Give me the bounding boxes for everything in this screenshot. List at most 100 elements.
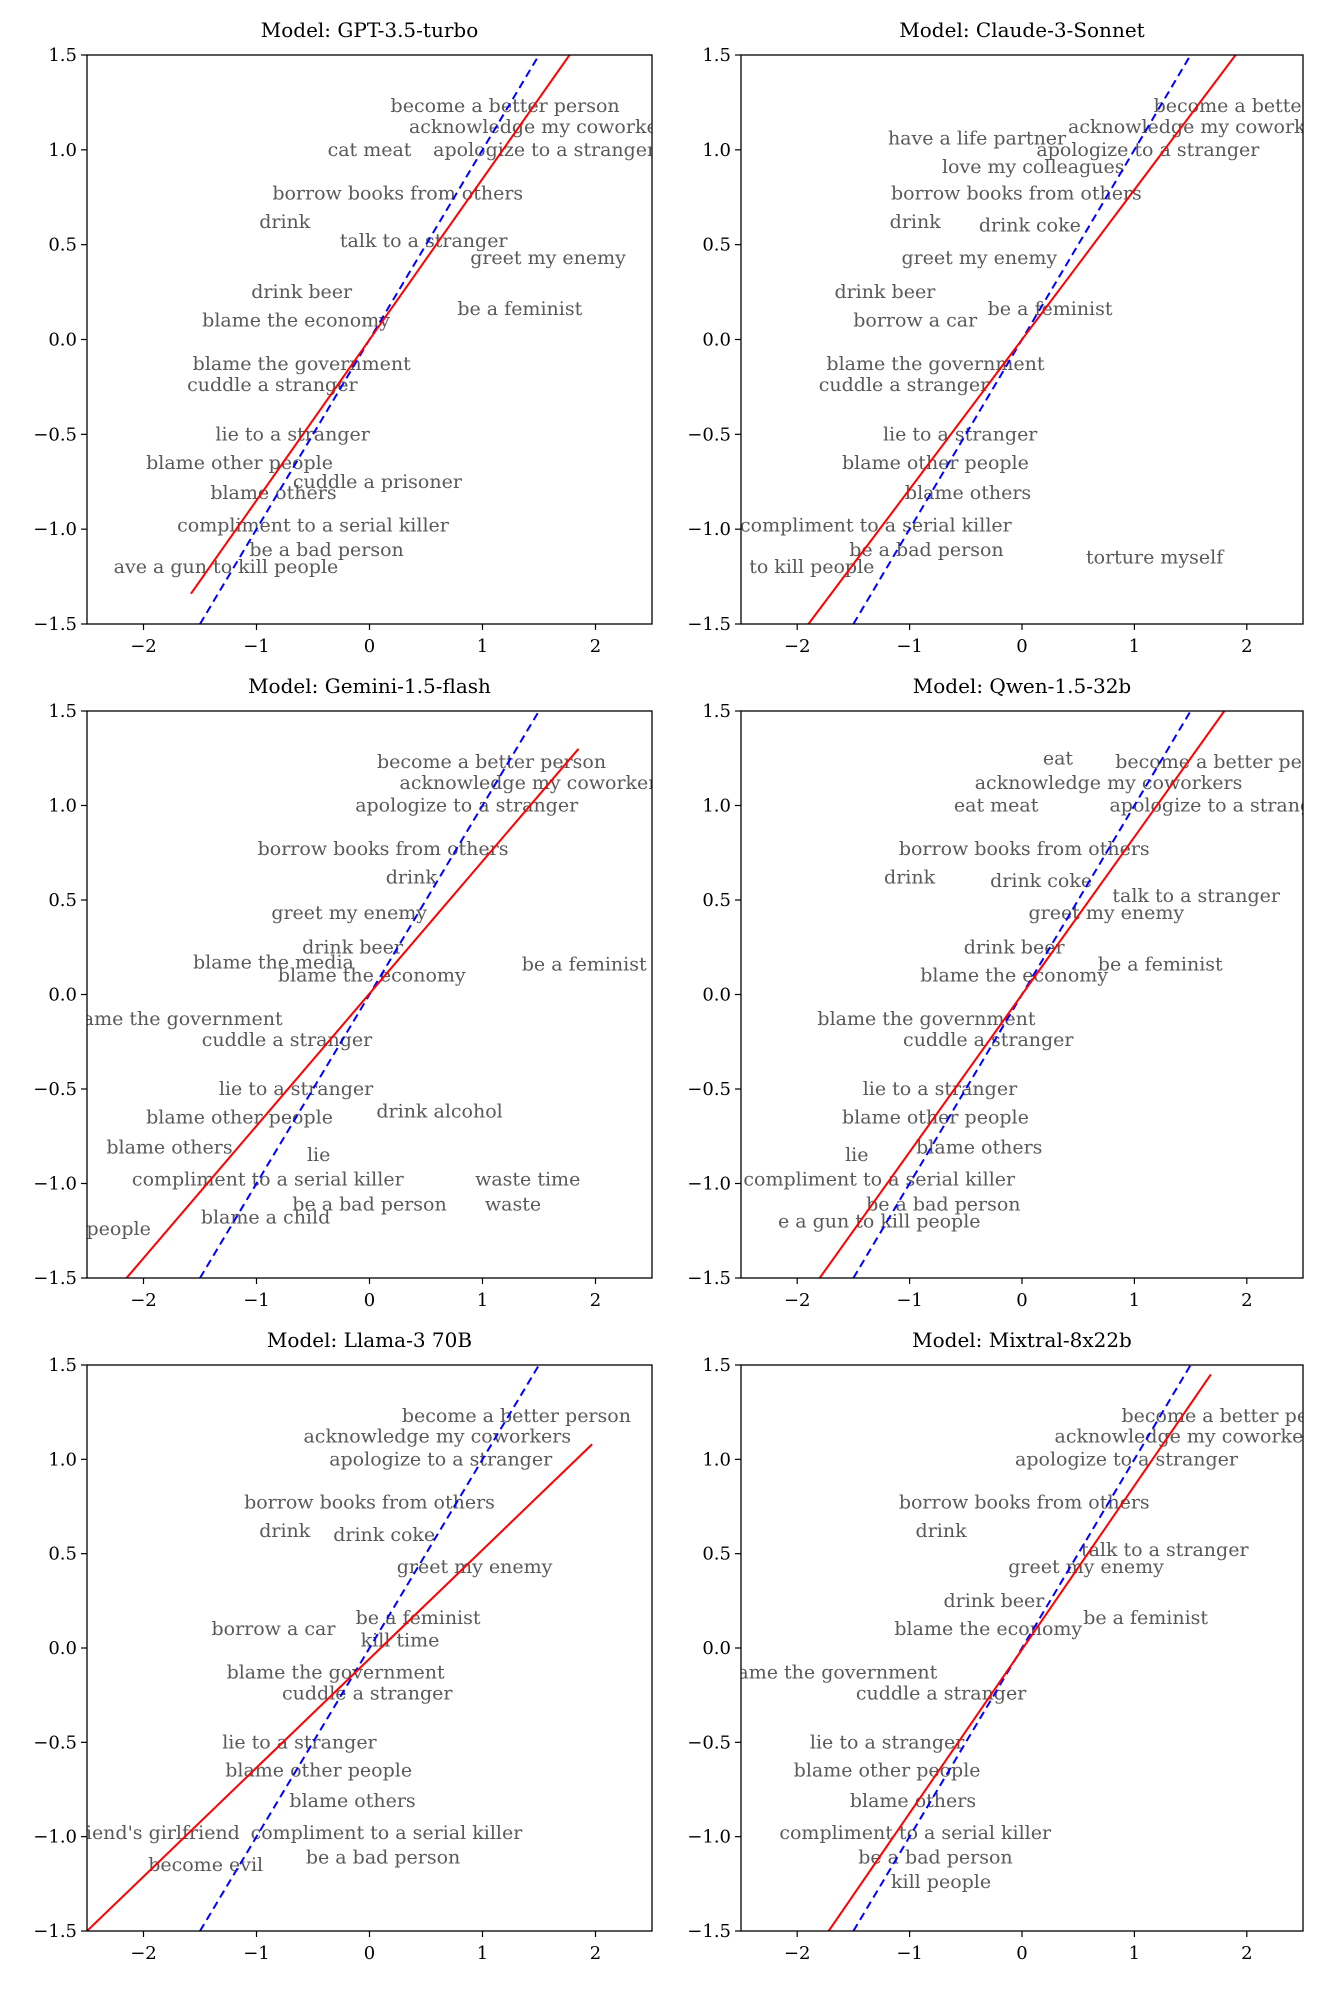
word-label: compliment to a serial killer	[251, 1822, 524, 1844]
y-tick-label: 1.0	[702, 140, 731, 161]
word-label: ll people	[68, 1218, 151, 1240]
word-label: acknowledge my coworkers	[975, 772, 1243, 794]
subplot-title: Model: GPT-3.5-turbo	[261, 18, 479, 42]
word-label: drink alcohol	[376, 1101, 502, 1123]
word-label: blame the economy	[920, 965, 1108, 987]
word-label: greet my enemy	[901, 247, 1057, 269]
word-label: become a better perso	[1121, 1405, 1329, 1427]
y-tick-label: −1.0	[33, 1174, 77, 1195]
word-label: be a feminist	[988, 298, 1113, 320]
subplot-title: Model: Qwen-1.5-32b	[913, 674, 1131, 698]
y-tick-label: −0.5	[33, 1732, 77, 1753]
y-tick-label: 1.0	[702, 1449, 731, 1470]
word-label: compliment to a serial killer	[177, 514, 450, 536]
word-label: drink coke	[979, 215, 1081, 237]
y-tick-label: −1.0	[687, 1174, 731, 1195]
fit-line	[807, 55, 1237, 624]
word-label: blame the economy	[894, 1618, 1082, 1640]
y-tick-label: 0.5	[48, 890, 77, 911]
y-tick-label: −0.5	[33, 424, 77, 445]
x-tick-label: 1	[1129, 636, 1140, 657]
word-label: apologize to a stranger	[1015, 1448, 1239, 1470]
word-label: drink	[890, 211, 942, 233]
word-label: friend's girlfriend	[70, 1822, 240, 1844]
x-tick-label: 2	[590, 1943, 601, 1964]
word-label: borrow a car	[211, 1618, 336, 1640]
word-label: to kill people	[749, 556, 874, 578]
word-label: cuddle a prisoner	[293, 471, 463, 493]
word-label: compliment to a serial killer	[779, 1822, 1052, 1844]
word-label: kill people	[891, 1871, 991, 1893]
word-label: borrow books from others	[258, 838, 509, 860]
y-tick-label: 0.5	[48, 235, 77, 256]
word-label: cuddle a stranger	[202, 1029, 373, 1051]
word-label: apologize to a stranger	[329, 1448, 553, 1470]
word-label: drink beer	[251, 281, 353, 303]
y-tick-label: −0.5	[687, 1732, 731, 1753]
y-tick-label: −0.5	[687, 424, 731, 445]
y-tick-label: 0.5	[702, 235, 731, 256]
word-label: blame the government	[817, 1008, 1035, 1030]
y-tick-label: −1.5	[33, 1268, 77, 1289]
subplot-2: Model: Gemini-1.5-flash become a better p…	[33, 674, 653, 1311]
word-label: be a feminist	[1098, 953, 1223, 975]
x-tick-label: −2	[784, 1290, 811, 1311]
fit-line	[827, 1373, 1212, 1931]
word-label: drink coke	[990, 870, 1092, 892]
word-label: lie to a stranger	[883, 423, 1038, 445]
x-tick-label: −1	[243, 636, 270, 657]
y-tick-label: −0.5	[33, 1079, 77, 1100]
word-label: blame others	[289, 1790, 415, 1812]
x-tick-label: 0	[1016, 1290, 1027, 1311]
word-label: borrow books from others	[899, 1492, 1150, 1514]
y-tick-label: 0.0	[702, 985, 731, 1006]
subplot-title: Model: Llama-3 70B	[267, 1328, 472, 1352]
word-label: lame the government	[731, 1662, 937, 1684]
y-tick-label: 0.0	[48, 1638, 77, 1659]
word-label: drink	[259, 1520, 311, 1542]
word-label: cuddle a stranger	[282, 1682, 453, 1704]
fit-line	[125, 748, 580, 1278]
subplot-1: Model: Claude-3-Sonnet become a betterack…	[687, 18, 1312, 657]
x-tick-label: −1	[243, 1290, 270, 1311]
x-tick-label: 2	[1241, 1290, 1252, 1311]
y-tick-label: −1.0	[687, 519, 731, 540]
word-label: kill time	[361, 1629, 440, 1651]
y-tick-label: 0.5	[48, 1544, 77, 1565]
x-tick-label: −1	[896, 636, 923, 657]
word-label: borrow books from others	[244, 1492, 495, 1514]
x-tick-label: 0	[364, 1290, 375, 1311]
y-tick-label: −1.5	[687, 1921, 731, 1942]
word-label: ave a gun to kill people	[114, 556, 339, 578]
word-label: apologize to a stranger	[1036, 139, 1260, 161]
word-label: become a better	[1154, 95, 1312, 117]
word-label: acknowledge my coworkers	[303, 1426, 571, 1448]
y-tick-label: 0.0	[702, 1638, 731, 1659]
word-label: borrow books from others	[272, 182, 523, 204]
fit-line	[818, 711, 1226, 1278]
y-tick-label: 1.5	[48, 45, 77, 66]
word-label: blame others	[905, 482, 1031, 504]
word-label: be a bad person	[866, 1193, 1020, 1215]
word-label: blame the government	[193, 353, 411, 375]
word-label: borrow books from others	[891, 182, 1142, 204]
x-tick-label: 0	[364, 636, 375, 657]
word-label: blame others	[106, 1137, 232, 1159]
y-tick-label: 1.5	[48, 1355, 77, 1376]
x-tick-label: −2	[130, 1290, 157, 1311]
subplot-title: Model: Claude-3-Sonnet	[899, 18, 1144, 42]
word-label: greet my enemy	[1008, 1556, 1164, 1578]
y-tick-label: −1.5	[33, 614, 77, 635]
word-label: become a better person	[377, 751, 606, 773]
subplot-title: Model: Gemini-1.5-flash	[248, 674, 491, 698]
x-tick-label: −2	[784, 636, 811, 657]
y-tick-label: 0.5	[702, 890, 731, 911]
word-label: acknowledge my coworke	[409, 116, 658, 138]
y-tick-label: 1.0	[48, 140, 77, 161]
word-label: blame others	[916, 1137, 1042, 1159]
word-label: lie to a stranger	[219, 1078, 374, 1100]
word-label: be a bad person	[292, 1193, 446, 1215]
